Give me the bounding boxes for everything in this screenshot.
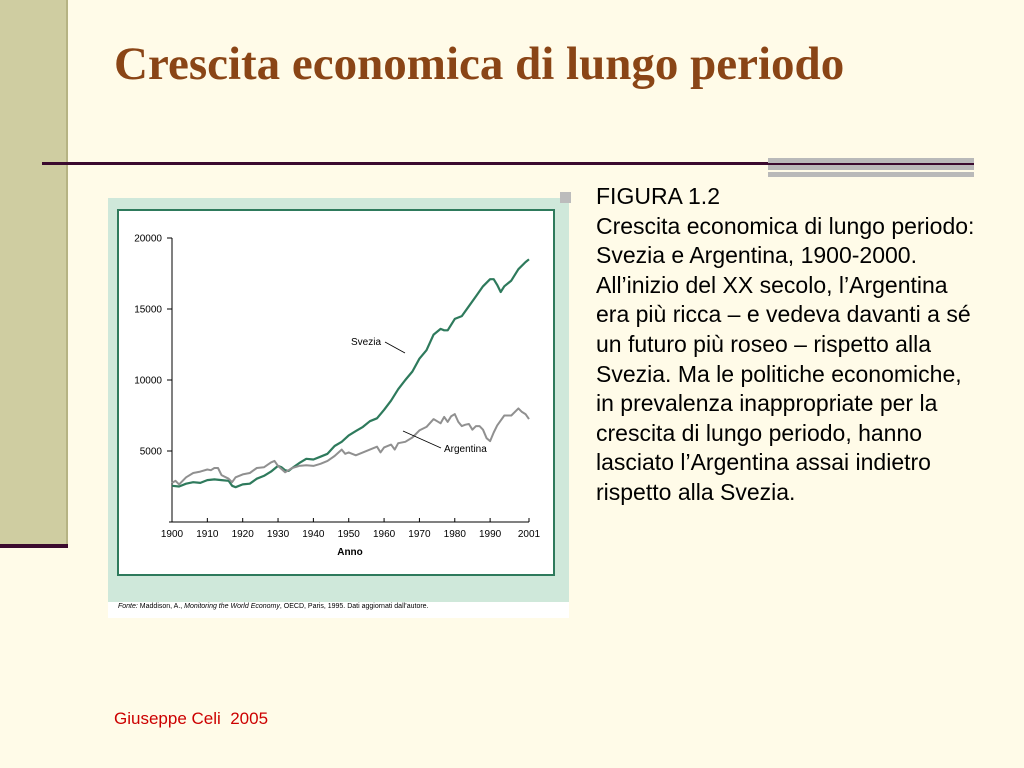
caption-text: Crescita economica di lungo periodo: Sve… [596,212,975,505]
y-tick-label: 5000 [140,447,163,458]
source-note: Fonte: Maddison, A., Monitoring the Worl… [118,603,429,610]
source-prefix: Fonte: [118,603,138,610]
x-tick-label: 1930 [267,529,290,540]
y-tick-label: 20000 [134,234,162,245]
x-tick-label: 1950 [338,529,361,540]
source-text: Maddison, A., [138,603,184,610]
y-tick-label: 15000 [134,305,162,316]
x-tick-label: 2001 [518,529,541,540]
y-tick-label: 10000 [134,376,162,387]
chart-lines [171,258,530,489]
figure-panel: 1900 1910 1920 1930 1940 1950 1960 1970 1980 1990… [108,198,569,618]
x-tick-label: 1940 [302,529,325,540]
annotation-leader [402,430,442,449]
x-axis-label: Anno [337,547,363,558]
x-tick-label: 1970 [408,529,431,540]
series-line-svezia [171,258,530,489]
source-rest: , OECD, Paris, 1995. Dati aggiornati dal… [280,603,429,610]
bullet-icon [560,192,571,203]
x-tick-label: 1920 [232,529,255,540]
figure-caption: FIGURA 1.2 Crescita economica di lungo p… [596,182,980,508]
chart-annotations: Svezia Argentina [351,337,487,455]
source-title: Monitoring the World Economy [184,603,280,610]
annotation-leader [384,341,406,354]
x-tick-label: 1900 [161,529,184,540]
sidebar-underline [0,544,68,548]
annotation-label: Svezia [351,337,381,348]
rule-accent [768,158,974,178]
sidebar-bar [0,0,68,545]
annotation-label: Argentina [444,444,487,455]
series-line-argentina [171,407,530,486]
x-tick-label: 1990 [479,529,502,540]
x-tick-label: 1960 [373,529,396,540]
x-tick-label: 1910 [196,529,219,540]
footer-credit: Giuseppe Celi 2005 [114,709,269,728]
chart: 1900 1910 1920 1930 1940 1950 1960 1970 1980 1990… [108,198,569,610]
x-tick-label: 1980 [444,529,467,540]
caption-heading: FIGURA 1.2 [596,183,720,209]
title-rule [42,162,974,165]
chart-frame [117,209,555,576]
chart-axes: 1900 1910 1920 1930 1940 1950 1960 1970 1980 1990… [134,234,540,541]
slide-title: Crescita economica di lungo periodo [114,38,845,90]
